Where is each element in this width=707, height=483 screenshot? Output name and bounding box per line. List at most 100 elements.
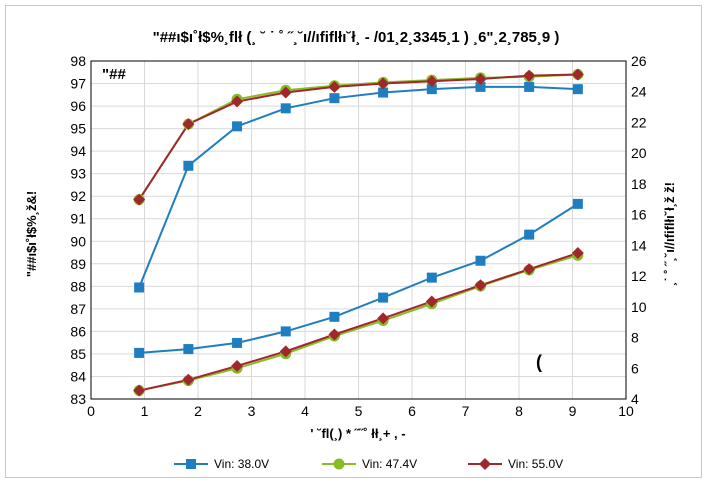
corner-mark: ( xyxy=(536,352,542,372)
x-tick-label: 1 xyxy=(141,403,149,419)
y-left-tick-label: 86 xyxy=(70,323,86,339)
power-loss-point xyxy=(426,272,437,283)
power-loss-point xyxy=(279,345,292,358)
power-loss-point xyxy=(572,198,583,209)
power-loss-point xyxy=(474,279,487,292)
legend-label: Vin: 47.4V xyxy=(362,457,417,471)
power-loss-point xyxy=(329,311,340,322)
power-loss-point xyxy=(378,292,389,303)
power-loss-line xyxy=(139,203,579,354)
y-left-tick-label: 84 xyxy=(70,368,86,384)
efficiency-point xyxy=(474,73,487,86)
efficiency-point xyxy=(426,84,437,95)
y-left-tick-label: 91 xyxy=(70,211,86,227)
efficiency-point xyxy=(475,81,486,92)
power-loss-point xyxy=(133,384,146,397)
y-left-tick-label: 96 xyxy=(70,98,86,114)
y-left-tick-label: 98 xyxy=(70,53,86,69)
y-right-tick-label: 14 xyxy=(631,237,647,253)
y-left-tick-label: 89 xyxy=(70,256,86,272)
efficiency-point xyxy=(523,69,536,82)
y-right-tick-label: 10 xyxy=(631,299,647,315)
y-left-tick-labels: 83 84 85 86 87 88 89 90 91 92 93 94 95 96 97 98 xyxy=(70,53,86,407)
power-loss-point xyxy=(524,229,535,240)
y-right-tick-label: 12 xyxy=(631,268,647,284)
efficiency-point xyxy=(378,87,389,98)
legend-label: Vin: 55.0V xyxy=(508,457,563,471)
grid-lines xyxy=(90,60,627,400)
efficiency-point xyxy=(231,95,244,108)
y-left-tick-label: 90 xyxy=(70,233,86,249)
y-right-tick-label: 8 xyxy=(631,330,639,346)
efficiency-point xyxy=(377,77,390,90)
y-right-tick-label: 18 xyxy=(631,176,647,192)
efficiency-point xyxy=(133,193,146,206)
efficiency-point xyxy=(134,282,145,293)
y-left-tick-label: 94 xyxy=(70,143,86,159)
efficiency-line xyxy=(138,85,578,288)
power-loss-point xyxy=(231,359,244,372)
efficiency-point xyxy=(524,81,535,92)
efficiency-point xyxy=(329,93,340,104)
power-loss-point xyxy=(377,312,390,325)
x-tick-label: 8 xyxy=(515,403,523,419)
power-loss-line xyxy=(138,252,579,392)
power-loss-point xyxy=(232,337,243,348)
x-axis-label: ' ˘fl(¸) * ˝˝˚ łł¸+ , - xyxy=(310,426,405,441)
power-loss-point xyxy=(571,247,584,260)
legend-label: Vin: 38.0V xyxy=(214,457,269,471)
x-tick-label: 10 xyxy=(618,403,634,419)
efficiency-chart: 0 1 2 3 4 5 6 7 8 9 10 838485868788899091929394959… xyxy=(24,29,677,471)
power-loss-point xyxy=(328,328,341,341)
y-left-tick-label: 88 xyxy=(70,278,86,294)
efficiency-point xyxy=(280,103,291,114)
y-right-tick-label: 16 xyxy=(631,207,647,223)
y-left-tick-label: 87 xyxy=(70,301,86,317)
efficiency-point xyxy=(328,80,341,93)
y-left-tick-label: 83 xyxy=(70,391,86,407)
power-loss-point xyxy=(134,347,145,358)
x-tick-label: 9 xyxy=(569,403,577,419)
y-right-tick-labels: 4 6 8 10 12 14 16 18 20 22 24 26 xyxy=(631,53,647,407)
inner-label: "## xyxy=(102,66,126,83)
y-right-tick-label: 22 xyxy=(631,114,647,130)
x-tick-label: 6 xyxy=(408,403,416,419)
y-left-tick-label: 97 xyxy=(70,76,86,92)
x-tick-label: 4 xyxy=(301,403,309,419)
efficiency-point xyxy=(232,121,243,132)
power-loss-point xyxy=(280,326,291,337)
efficiency-point xyxy=(183,160,194,171)
y-right-axis-label: ¸˙ ˚ ˝¸˘ı//ıfiflłı˘ł¸ž ž! xyxy=(662,182,677,286)
series-lines xyxy=(138,73,579,392)
y-left-tick-label: 85 xyxy=(70,346,86,362)
efficiency-point xyxy=(279,86,292,99)
chart-frame: 0 1 2 3 4 5 6 7 8 9 10 83 84 85 86 87 88 89 90 91 92 93 94 95 9… xyxy=(5,5,702,478)
plot-border xyxy=(90,60,627,400)
x-tick-label: 0 xyxy=(87,403,95,419)
y-right-tick-label: 4 xyxy=(631,391,639,407)
power-loss-point xyxy=(523,263,536,276)
x-tick-label: 2 xyxy=(194,403,202,419)
power-loss-point xyxy=(183,344,194,355)
y-left-tick-label: 92 xyxy=(70,188,86,204)
y-right-tick-label: 6 xyxy=(631,360,639,376)
power-loss-point xyxy=(475,255,486,266)
efficiency-point xyxy=(571,68,584,81)
y-right-tick-label: 20 xyxy=(631,145,647,161)
power-loss-point xyxy=(425,295,438,308)
legend-marker xyxy=(333,458,345,470)
efficiency-line xyxy=(138,73,578,201)
chart-title: "##ı$ı˚ł$%¸flł (¸ ˘ ˙ ˚ ˝¸˘ı//ıfiflłı˘ł¸… xyxy=(153,29,560,46)
x-tick-label: 7 xyxy=(462,403,470,419)
x-tick-label: 3 xyxy=(248,403,256,419)
power-loss-point xyxy=(182,373,195,386)
legend: Vin: 38.0V Vin: 47.4V Vin: 55.0V xyxy=(174,457,563,471)
efficiency-point xyxy=(182,118,195,131)
efficiency-point xyxy=(572,84,583,95)
y-right-tick-label: 24 xyxy=(631,84,647,100)
efficiency-point xyxy=(425,75,438,88)
legend-marker xyxy=(186,459,196,469)
x-tick-labels: 0 1 2 3 4 5 6 7 8 9 10 xyxy=(87,403,634,419)
y-left-tick-label: 93 xyxy=(70,166,86,182)
y-right-tick-label: 26 xyxy=(631,53,647,69)
